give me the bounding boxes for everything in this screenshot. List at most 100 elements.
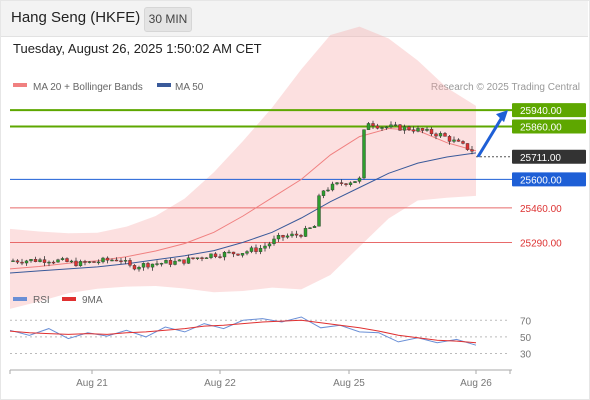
candle-body: [137, 267, 141, 270]
x-tick-label: Aug 26: [460, 378, 492, 389]
candle-body: [87, 261, 92, 263]
ma20-legend-label: MA 20 + Bollinger Bands: [33, 82, 143, 93]
candle-body: [191, 257, 195, 259]
candle-body: [38, 259, 42, 262]
rsi-tick-label: 50: [520, 333, 532, 344]
bollinger-bands: [10, 26, 476, 309]
last-level-badge: [512, 149, 586, 164]
support-level-label: 25460.00: [520, 204, 562, 215]
candle-body: [69, 260, 74, 263]
candle-body: [186, 257, 191, 264]
candle-body: [308, 227, 312, 229]
candle-body: [411, 129, 416, 132]
candle-body: [204, 257, 209, 259]
candle-body: [420, 128, 425, 131]
candle-body: [470, 149, 474, 152]
support-level-label: 25290.00: [520, 238, 562, 249]
candle-body: [249, 247, 254, 252]
candle-body: [56, 259, 60, 263]
x-tick-label: Aug 21: [76, 378, 108, 389]
candle-body: [11, 260, 15, 262]
resistance-level-badge: [512, 103, 586, 118]
candle-body: [146, 263, 150, 268]
candle-body: [344, 183, 348, 185]
candle-body: [299, 234, 303, 237]
candle-body: [240, 253, 245, 256]
candle-body: [47, 261, 51, 264]
candle-body: [353, 181, 357, 184]
candle-body: [168, 260, 173, 265]
timestamp: Tuesday, August 26, 2025 1:50:02 AM CET: [13, 41, 262, 56]
candle-body: [321, 190, 326, 196]
candle-body: [155, 263, 159, 265]
candle-body: [389, 124, 393, 128]
candle-body: [380, 127, 384, 129]
candle-body: [245, 251, 249, 254]
candle-body: [447, 136, 452, 142]
candle-body: [92, 261, 96, 263]
candle-body: [416, 128, 420, 132]
candle-body: [119, 260, 123, 262]
candle-body: [335, 182, 339, 185]
candle-body: [159, 263, 164, 265]
candle-body: [105, 257, 110, 261]
candle-body: [200, 257, 204, 259]
rsi-ma-legend-swatch: [62, 297, 76, 301]
ma20-legend-swatch: [13, 83, 27, 87]
candle-body: [330, 183, 335, 191]
candle-body: [276, 235, 281, 240]
x-axis: Aug 21 Aug 22 Aug 25 Aug 26: [9, 370, 511, 389]
candle-body: [128, 260, 132, 266]
resistance-level-badge: [512, 119, 586, 134]
candle-body: [213, 253, 218, 257]
candle-body: [285, 235, 290, 238]
candle-body: [20, 261, 24, 264]
candle-body: [173, 260, 177, 265]
candle-body: [393, 124, 398, 126]
candle-body: [65, 258, 69, 262]
candle-body: [272, 238, 276, 244]
rsi-line: [9, 316, 477, 346]
candle-body: [461, 141, 465, 144]
candle-body: [164, 260, 168, 264]
candle-body: [465, 143, 470, 150]
timeframe-button[interactable]: 30 MIN: [144, 7, 192, 32]
level-lines: [10, 109, 512, 243]
rsi-legend-label: RSI: [33, 295, 50, 306]
x-tick-label: Aug 25: [333, 378, 365, 389]
candle-body: [375, 125, 380, 129]
rsi-tick-label: 70: [520, 316, 532, 327]
candle-body: [60, 258, 65, 260]
forecast-arrow-head: [496, 110, 508, 123]
candle-body: [123, 260, 128, 262]
candle-body: [83, 261, 87, 263]
candle-body: [326, 189, 330, 192]
candle-body: [294, 233, 299, 236]
instrument-title: Hang Seng (HKFE): [11, 9, 141, 26]
candle-body: [398, 124, 402, 131]
rsi-ma-line: [9, 319, 477, 344]
candle-body: [218, 256, 222, 258]
candle-body: [254, 247, 258, 252]
candle-body: [267, 243, 272, 247]
pivot-level-badge: [512, 172, 586, 187]
candle-body: [231, 251, 236, 255]
candle-body: [357, 177, 362, 182]
candle-body: [438, 133, 443, 137]
rsi-ma-legend-label: 9MA: [82, 295, 103, 306]
candle-body: [263, 245, 267, 249]
candle-body: [209, 253, 213, 258]
credit-text: Research © 2025 Trading Central: [431, 82, 580, 93]
candle-body: [78, 261, 83, 267]
ma50-legend-label: MA 50: [175, 82, 204, 93]
forecast-arrow-shaft: [476, 116, 504, 158]
resistance-level-label: 25860.00: [520, 122, 562, 133]
level-labels: 25940.00 25860.00 25711.00 25600.00 25460.00…: [512, 103, 586, 249]
last-level-label: 25711.00: [520, 153, 561, 164]
candle-body: [29, 259, 33, 262]
candle-body: [443, 133, 447, 137]
candle-body: [182, 259, 186, 264]
candle-body: [384, 126, 389, 129]
candle-body: [366, 123, 371, 130]
